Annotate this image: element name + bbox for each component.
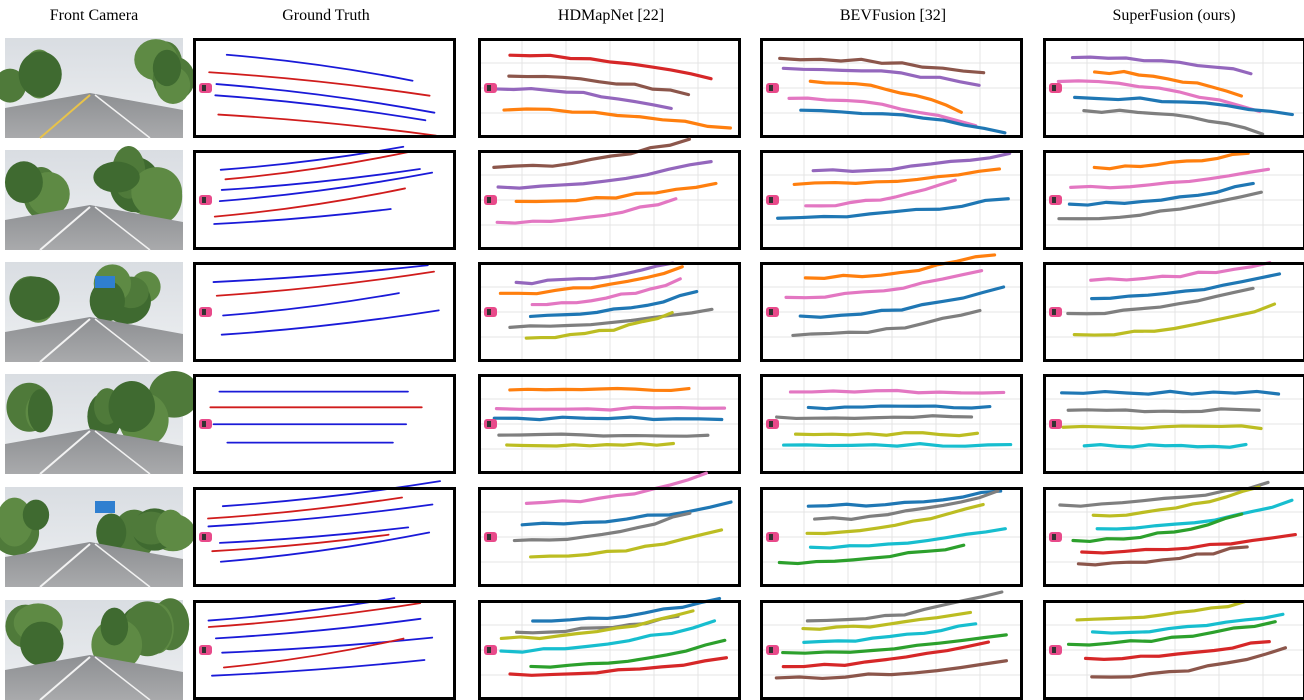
camera-image xyxy=(5,598,189,700)
camera-image xyxy=(0,487,195,587)
ego-car-window xyxy=(487,421,491,427)
figure: Front Camera Ground Truth HDMapNet [22] … xyxy=(0,0,1304,700)
prediction-map xyxy=(1043,150,1304,250)
ego-car-window xyxy=(202,197,206,203)
road-sign xyxy=(95,276,115,288)
ego-car-window xyxy=(1052,197,1056,203)
prediction-map xyxy=(478,473,741,587)
map-background xyxy=(193,487,456,587)
prediction-map xyxy=(760,255,1023,362)
prediction-map xyxy=(478,38,741,138)
tree xyxy=(156,510,186,548)
prediction-map xyxy=(478,374,741,474)
prediction-map xyxy=(760,38,1023,138)
ego-car-window xyxy=(202,421,206,427)
column-header: SuperFusion (ours) xyxy=(1112,7,1235,24)
map-background xyxy=(193,262,456,362)
ego-car-window xyxy=(769,421,773,427)
prediction-map xyxy=(1043,600,1304,700)
ego-car-window xyxy=(769,309,773,315)
ego-car-window xyxy=(487,197,491,203)
road-sign xyxy=(95,501,115,513)
ego-car-window xyxy=(1052,85,1056,91)
ego-car-window xyxy=(1052,309,1056,315)
ego-car-window xyxy=(487,85,491,91)
tree xyxy=(109,381,155,432)
ego-car-window xyxy=(202,309,206,315)
prediction-map xyxy=(760,592,1023,700)
ground-truth-map xyxy=(193,38,456,138)
ground-truth-map xyxy=(193,262,456,362)
tree xyxy=(101,608,129,646)
column-header: BEVFusion [32] xyxy=(840,7,946,24)
column-header: Front Camera xyxy=(50,7,138,24)
tree xyxy=(20,622,63,666)
ground-truth-map xyxy=(193,598,456,700)
ego-car-window xyxy=(769,534,773,540)
tree xyxy=(28,389,53,432)
prediction-map xyxy=(760,150,1023,250)
prediction-map xyxy=(1043,482,1304,587)
prediction-map xyxy=(1043,38,1304,138)
ego-car-window xyxy=(769,647,773,653)
camera-image xyxy=(0,38,195,138)
ego-car-window xyxy=(1052,421,1056,427)
prediction-map xyxy=(760,374,1023,474)
ego-car-window xyxy=(1052,534,1056,540)
ground-truth-map xyxy=(193,374,456,474)
camera-image xyxy=(5,371,200,474)
prediction-map xyxy=(1043,374,1304,474)
prediction-map xyxy=(760,487,1023,587)
ground-truth-map xyxy=(193,147,456,250)
ego-car-window xyxy=(202,85,206,91)
ego-car-window xyxy=(769,197,773,203)
tree xyxy=(23,500,49,531)
camera-image xyxy=(5,146,183,250)
prediction-map xyxy=(478,139,741,250)
ego-car-window xyxy=(769,85,773,91)
ego-car-window xyxy=(1052,647,1056,653)
map-line xyxy=(494,417,721,420)
ego-car-window xyxy=(487,647,491,653)
ego-car-window xyxy=(487,534,491,540)
column-header: Ground Truth xyxy=(282,7,370,24)
ego-car-window xyxy=(487,309,491,315)
prediction-map xyxy=(478,262,741,362)
map-background xyxy=(193,600,456,700)
ground-truth-map xyxy=(193,481,456,587)
tree xyxy=(9,277,59,321)
tree xyxy=(19,51,62,97)
ego-car-window xyxy=(202,647,206,653)
ego-car-window xyxy=(202,534,206,540)
tree xyxy=(93,162,139,193)
tree xyxy=(5,161,43,203)
column-header: HDMapNet [22] xyxy=(558,7,664,24)
tree xyxy=(153,50,181,86)
prediction-map xyxy=(478,599,741,700)
prediction-map xyxy=(1043,262,1304,362)
camera-image xyxy=(5,262,183,362)
